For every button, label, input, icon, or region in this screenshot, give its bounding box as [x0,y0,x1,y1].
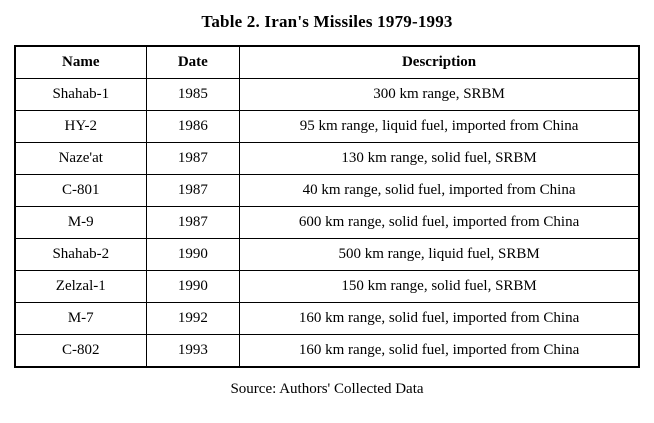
cell-date: 1986 [145,110,241,143]
cell-name: C-802 [14,334,147,368]
cell-name: HY-2 [14,110,147,143]
cell-date: 1985 [145,78,241,111]
missiles-table: Name Date Description Shahab-1 1985 300 … [14,45,640,368]
cell-description: 160 km range, solid fuel, imported from … [239,302,640,335]
cell-date: 1993 [145,334,241,368]
table-row: Shahab-2 1990 500 km range, liquid fuel,… [14,238,640,271]
table-row: M-9 1987 600 km range, solid fuel, impor… [14,206,640,239]
cell-description: 500 km range, liquid fuel, SRBM [239,238,640,271]
table-row: C-801 1987 40 km range, solid fuel, impo… [14,174,640,207]
cell-description: 95 km range, liquid fuel, imported from … [239,110,640,143]
source-note: Source: Authors' Collected Data [230,381,424,397]
table-row: M-7 1992 160 km range, solid fuel, impor… [14,302,640,335]
cell-name: Zelzal-1 [14,270,147,303]
cell-name: Shahab-2 [14,238,147,271]
cell-name: Shahab-1 [14,78,147,111]
cell-date: 1990 [145,238,241,271]
cell-description: 600 km range, solid fuel, imported from … [239,206,640,239]
table-row: C-802 1993 160 km range, solid fuel, imp… [14,334,640,368]
cell-name: Naze'at [14,142,147,175]
header-date: Date [145,45,241,79]
table-row: Naze'at 1987 130 km range, solid fuel, S… [14,142,640,175]
cell-description: 300 km range, SRBM [239,78,640,111]
cell-description: 150 km range, solid fuel, SRBM [239,270,640,303]
table-row: Shahab-1 1985 300 km range, SRBM [14,78,640,111]
header-row: Name Date Description [14,45,640,79]
cell-name: M-7 [14,302,147,335]
table-row: HY-2 1986 95 km range, liquid fuel, impo… [14,110,640,143]
table-row: Zelzal-1 1990 150 km range, solid fuel, … [14,270,640,303]
header-name: Name [14,45,147,79]
cell-date: 1987 [145,174,241,207]
header-description: Description [239,45,640,79]
cell-description: 130 km range, solid fuel, SRBM [239,142,640,175]
table-title: Table 2. Iran's Missiles 1979-1993 [201,12,453,31]
cell-date: 1990 [145,270,241,303]
cell-name: M-9 [14,206,147,239]
cell-description: 40 km range, solid fuel, imported from C… [239,174,640,207]
cell-date: 1987 [145,142,241,175]
cell-date: 1992 [145,302,241,335]
cell-date: 1987 [145,206,241,239]
cell-description: 160 km range, solid fuel, imported from … [239,334,640,368]
cell-name: C-801 [14,174,147,207]
